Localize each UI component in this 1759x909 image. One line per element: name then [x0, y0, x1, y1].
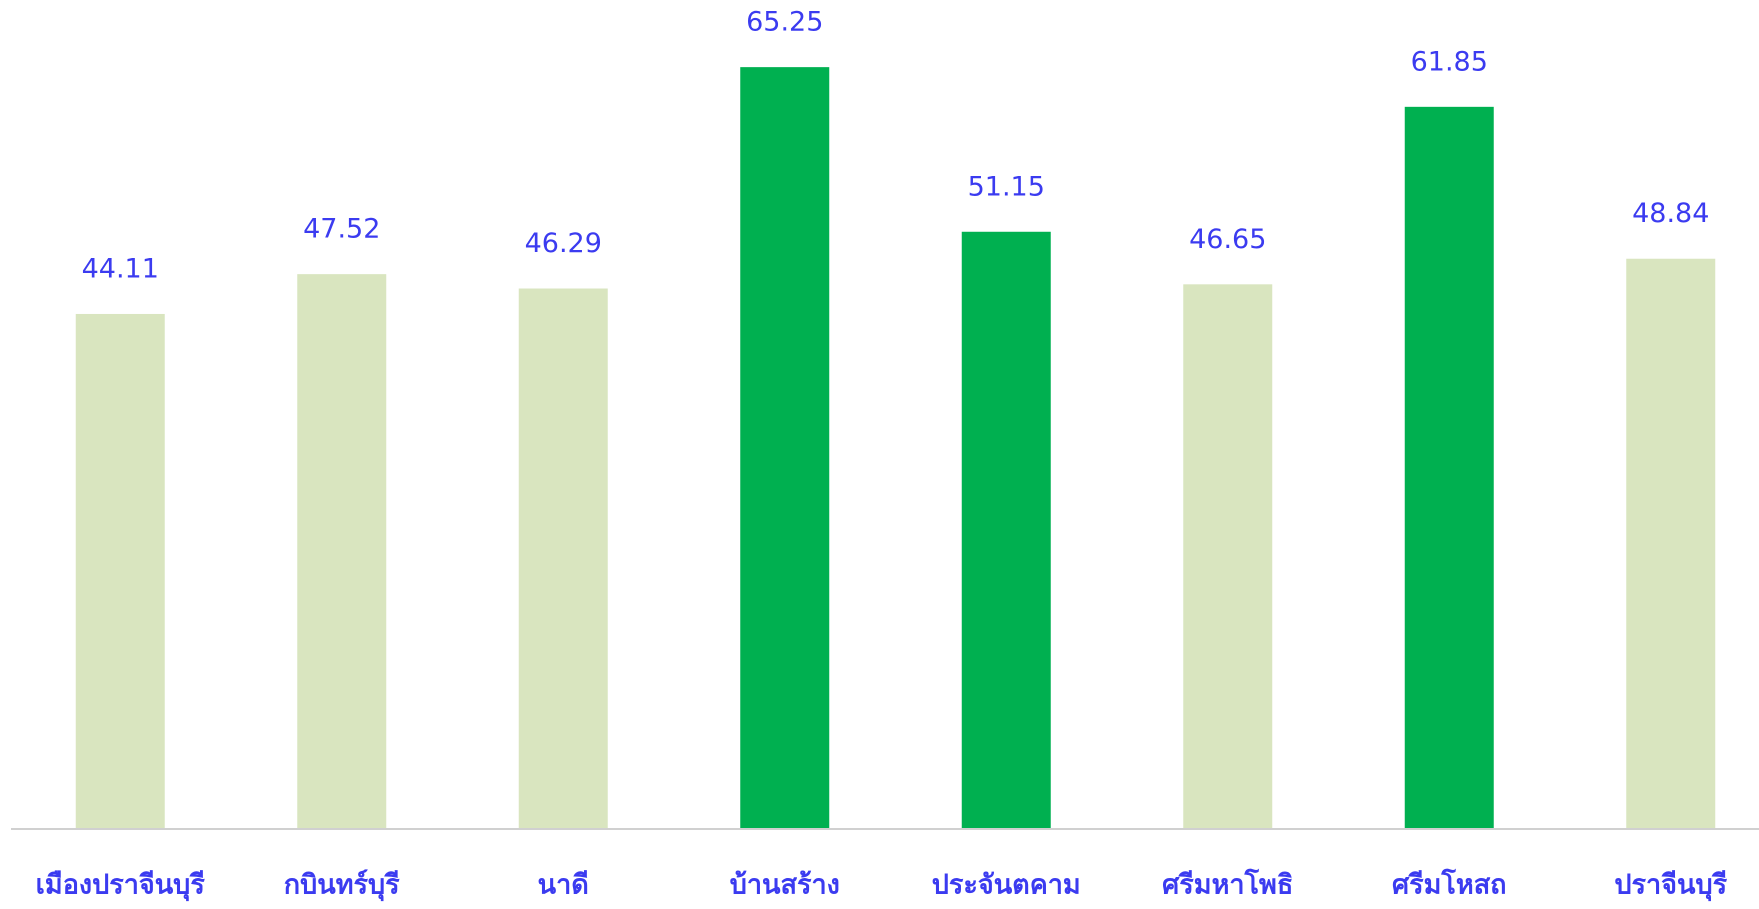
value-label: 51.15 [968, 171, 1045, 202]
bar [1404, 106, 1494, 829]
x-tick-label: ประจันตคาม [932, 870, 1081, 901]
x-tick-label: เมืองปราจีนบุรี [36, 870, 206, 902]
value-label: 46.29 [525, 228, 602, 259]
x-tick-label: กบินทร์บุรี [284, 869, 400, 902]
x-tick-label: บ้านสร้าง [730, 870, 840, 901]
value-label: 65.25 [746, 7, 823, 38]
value-label: 44.11 [82, 253, 159, 284]
value-label: 47.52 [303, 214, 380, 245]
bar [297, 274, 387, 829]
bar [1626, 258, 1716, 829]
bar [961, 231, 1051, 829]
value-label: 48.84 [1632, 198, 1709, 229]
value-label: 61.85 [1411, 46, 1488, 77]
x-tick-label: ศรีมหาโพธิ [1162, 868, 1293, 901]
value-label: 46.65 [1189, 224, 1266, 255]
x-tick-label: นาดี [538, 870, 589, 901]
bar [518, 288, 608, 829]
bar [740, 67, 830, 829]
bar [75, 313, 165, 830]
bar [1183, 284, 1273, 829]
x-tick-label: ศรีมโหสถ [1392, 868, 1507, 901]
x-tick-label: ปราจีนบุรี [1614, 870, 1727, 902]
